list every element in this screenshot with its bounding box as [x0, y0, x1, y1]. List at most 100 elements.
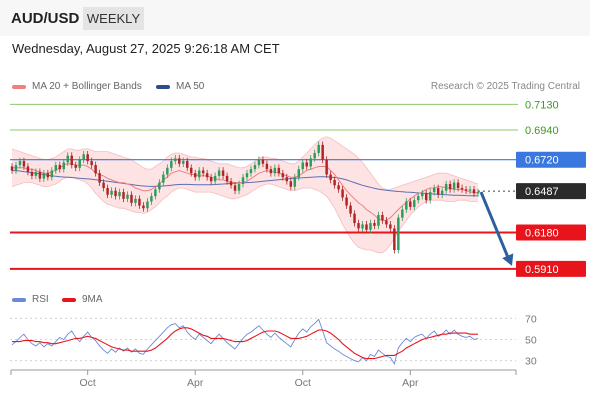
level-label-4: 0.5910 [525, 264, 559, 276]
header-bar: AUD/USD WEEKLY [0, 0, 590, 36]
candle-71 [293, 177, 297, 187]
level-tag-2 [516, 151, 586, 168]
candle-106 [432, 188, 436, 193]
candle-11 [54, 165, 58, 171]
current-price-label: 0.6487 [525, 186, 559, 198]
bollinger-band [12, 136, 478, 253]
candle-37 [158, 182, 161, 190]
candle-19 [86, 154, 89, 162]
x-tick-3: Apr [402, 377, 419, 389]
candle-55 [229, 181, 233, 186]
candle-9 [46, 173, 50, 178]
candle-51 [213, 175, 217, 182]
candle-99 [405, 201, 408, 210]
ma50-line [11, 170, 478, 197]
candle-35 [150, 196, 153, 202]
candle-72 [297, 169, 301, 178]
candle-100 [409, 201, 412, 207]
candle-79 [325, 159, 328, 175]
rsi-ma-swatch [62, 297, 76, 302]
candle-34 [146, 201, 149, 209]
candle-58 [241, 177, 245, 184]
level-label-2: 0.6720 [525, 155, 559, 167]
candle-60 [249, 169, 253, 174]
candle-57 [237, 183, 241, 191]
candle-62 [257, 159, 261, 166]
candle-98 [401, 209, 404, 218]
candle-93 [381, 214, 384, 221]
candle-77 [317, 144, 320, 153]
x-tick-0: Oct [80, 377, 96, 389]
rsi-ma-line [12, 327, 478, 360]
level-tag-4 [516, 260, 586, 277]
legend-ma20: MA 20 + Bollinger Bands [12, 81, 142, 92]
candle-78 [321, 144, 324, 160]
legend-rsi: RSI [12, 294, 49, 305]
bollinger-upper-line [11, 136, 479, 190]
candle-105 [428, 192, 432, 201]
candle-101 [413, 200, 416, 207]
legend-rsi-ma-label: 9MA [82, 294, 103, 305]
legend-ma50: MA 50 [156, 81, 204, 92]
candle-47 [197, 170, 201, 178]
candle-50 [209, 177, 213, 182]
candle-81 [333, 179, 336, 186]
candle-49 [205, 173, 209, 178]
candle-29 [126, 194, 129, 199]
candle-113 [460, 188, 464, 190]
candle-89 [365, 224, 368, 230]
candle-117 [476, 192, 480, 194]
candle-75 [309, 158, 312, 167]
candle-87 [357, 223, 360, 229]
candle-20 [90, 161, 93, 166]
candle-54 [225, 175, 229, 182]
candle-85 [349, 205, 352, 214]
candle-115 [468, 189, 472, 191]
candle-25 [110, 190, 113, 195]
candle-104 [424, 193, 428, 201]
candle-3 [22, 161, 26, 167]
level-label-3: 0.6180 [525, 228, 559, 240]
candle-66 [273, 167, 277, 174]
candle-109 [444, 183, 448, 191]
rsi-line [11, 318, 479, 366]
level-tag-3 [516, 224, 586, 241]
candle-63 [261, 159, 265, 164]
datetime-label: Wednesday, August 27, 2025 9:26:18 AM CE… [12, 41, 280, 56]
candle-64 [265, 163, 269, 170]
candle-6 [34, 171, 38, 176]
level-label-1: 0.6940 [525, 125, 559, 137]
timeframe-badge[interactable]: WEEKLY [83, 7, 144, 30]
candle-70 [289, 181, 293, 187]
candle-53 [221, 170, 225, 176]
candle-92 [377, 214, 380, 226]
candle-46 [193, 173, 197, 178]
candle-24 [106, 188, 109, 195]
candle-15 [70, 155, 73, 166]
candle-42 [178, 158, 181, 164]
candle-40 [170, 161, 173, 168]
ma50-swatch [156, 84, 170, 89]
candle-83 [341, 189, 344, 198]
candle-26 [114, 190, 117, 197]
candle-91 [373, 223, 376, 226]
legend-rsi-ma: 9MA [62, 294, 103, 305]
rsi-swatch [12, 297, 26, 302]
candle-4 [26, 166, 30, 172]
candle-22 [98, 173, 101, 183]
candle-95 [389, 224, 392, 229]
candle-8 [42, 173, 46, 179]
candle-107 [436, 188, 440, 195]
candle-44 [186, 161, 189, 168]
candle-45 [189, 167, 193, 174]
ma20-swatch [12, 84, 26, 89]
candle-38 [162, 174, 165, 183]
candle-110 [448, 183, 452, 190]
candle-31 [134, 198, 137, 203]
candle-65 [269, 169, 273, 174]
candle-56 [233, 185, 237, 191]
candle-80 [329, 174, 332, 180]
current-price-tag [516, 183, 586, 200]
candle-30 [130, 194, 133, 203]
